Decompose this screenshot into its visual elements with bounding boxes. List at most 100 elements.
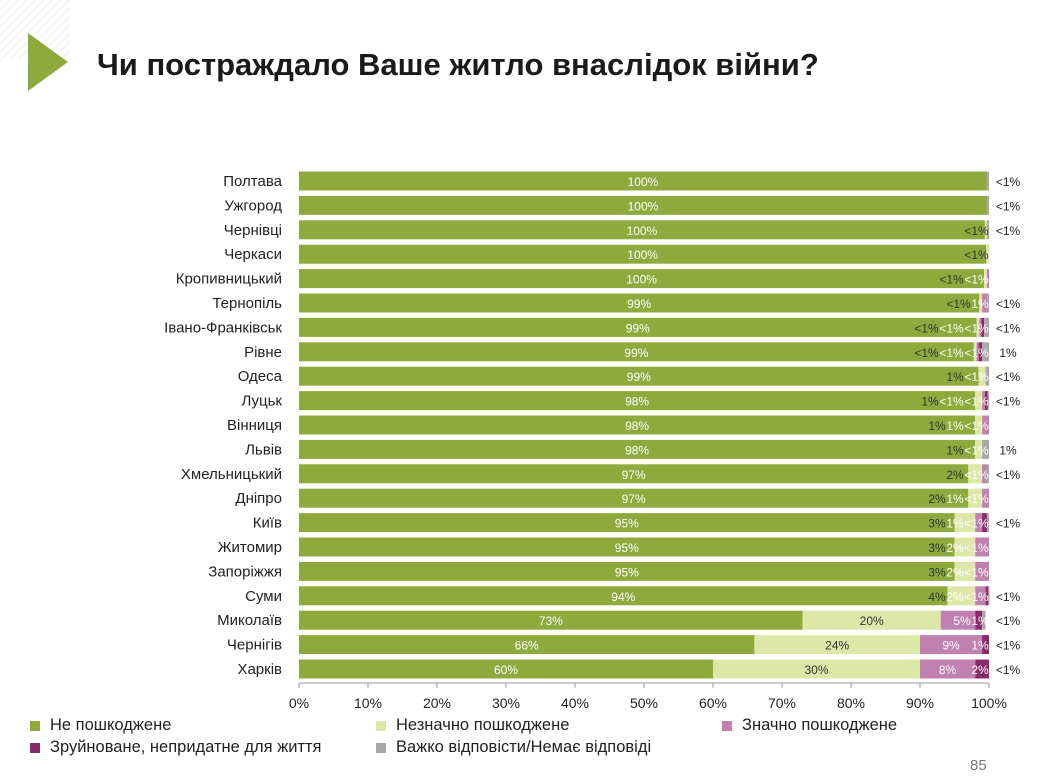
- value-label: 95%: [615, 565, 639, 579]
- bar-segment-1: [299, 195, 987, 215]
- value-label: 1%: [971, 614, 989, 628]
- bar-segment-1: [299, 659, 713, 679]
- bar-segment-1: [299, 391, 976, 411]
- bar-segment-1: [299, 439, 976, 459]
- bar-segment-2: [954, 561, 976, 581]
- bar-segment-5: [987, 391, 989, 411]
- category-label: Хмельницький: [181, 466, 282, 483]
- bar-segment-5: [988, 586, 990, 606]
- legend-item-significantly-damaged: Значно пошкоджене: [722, 716, 897, 735]
- page-title: Чи постраждало Ваше житло внаслідок війн…: [97, 47, 819, 82]
- value-label: <1%: [964, 565, 989, 579]
- value-label: 8%: [939, 663, 957, 677]
- bar-segment-3: [976, 342, 979, 362]
- legend-item-hard-to-say: Важко відповісти/Немає відповіді: [376, 738, 651, 757]
- bar-segment-3: [982, 391, 985, 411]
- value-label: 5%: [953, 614, 971, 628]
- value-label: 100%: [627, 248, 658, 262]
- bar-segment-2: [975, 415, 983, 435]
- bar-segment-4: [975, 659, 989, 679]
- value-label: 1%: [971, 297, 989, 311]
- outside-value-label: <1%: [996, 224, 1021, 238]
- value-label: 1%: [946, 517, 964, 531]
- bar-segment-1: [299, 513, 955, 533]
- bar-segment-1: [299, 366, 979, 386]
- bar-segment-5: [984, 317, 989, 337]
- value-label: 3%: [928, 517, 946, 531]
- bar-segment-5: [986, 464, 989, 484]
- bar-segment-5: [987, 293, 989, 313]
- value-label: <1%: [964, 419, 989, 433]
- value-label: 100%: [627, 224, 658, 238]
- value-label: <1%: [939, 395, 964, 409]
- category-label: Черкаси: [224, 246, 282, 263]
- value-label: <1%: [964, 273, 989, 287]
- legend-swatch: [30, 720, 40, 731]
- outside-value-label: <1%: [996, 517, 1021, 531]
- bar-segment-5: [982, 439, 989, 459]
- category-label: Житомир: [218, 539, 282, 556]
- value-label: <1%: [939, 321, 964, 335]
- category-label: Луцьк: [242, 393, 283, 410]
- outside-value-label: <1%: [996, 297, 1021, 311]
- value-label: <1%: [939, 346, 964, 360]
- bar-segment-1: [299, 244, 987, 264]
- value-label: 98%: [625, 395, 649, 409]
- bar-segment-2: [754, 635, 920, 655]
- bar-segment-3: [975, 586, 986, 606]
- bar-segment-1: [299, 293, 980, 313]
- outside-value-label: <1%: [996, 175, 1021, 189]
- bar-segment-3: [940, 610, 976, 630]
- outside-value-label: <1%: [996, 639, 1021, 653]
- value-label: 99%: [627, 297, 651, 311]
- value-label: <1%: [964, 248, 989, 262]
- x-tick-label: 30%: [492, 695, 520, 711]
- x-tick-label: 0%: [289, 695, 309, 711]
- value-label: 100%: [626, 273, 657, 287]
- x-tick-label: 10%: [354, 695, 382, 711]
- category-label: Київ: [253, 515, 282, 532]
- bar-segment-5: [982, 342, 989, 362]
- bar-segment-4: [978, 342, 983, 362]
- value-label: <1%: [964, 370, 989, 384]
- category-label: Тернопіль: [212, 295, 282, 312]
- category-label: Суми: [245, 588, 282, 605]
- value-label: 98%: [625, 419, 649, 433]
- value-label: <1%: [914, 346, 939, 360]
- value-label: 2%: [946, 565, 964, 579]
- value-label: 2%: [928, 492, 946, 506]
- bar-segment-4: [975, 610, 983, 630]
- value-label: 1%: [928, 419, 946, 433]
- category-label: Чернівці: [224, 222, 282, 239]
- legend-item-slightly-damaged: Незначно пошкоджене: [376, 716, 569, 735]
- category-label: Чернігів: [227, 637, 282, 654]
- category-label: Миколаїв: [217, 612, 282, 629]
- value-label: 94%: [611, 590, 635, 604]
- bar-segment-2: [954, 537, 976, 557]
- bar-segment-1: [299, 488, 969, 508]
- value-label: <1%: [964, 224, 989, 238]
- value-label: <1%: [964, 395, 989, 409]
- x-tick-label: 50%: [630, 695, 658, 711]
- x-tick-label: 80%: [837, 695, 865, 711]
- bar-segment-4: [985, 586, 989, 606]
- x-tick-label: 40%: [561, 695, 589, 711]
- x-tick-label: 60%: [699, 695, 727, 711]
- value-label: 2%: [946, 468, 964, 482]
- value-label: 1%: [921, 395, 939, 409]
- bar-segment-3: [979, 317, 982, 337]
- bar-segment-2: [976, 317, 980, 337]
- value-label: <1%: [964, 590, 989, 604]
- legend-swatch: [376, 742, 386, 753]
- value-label: 66%: [515, 639, 539, 653]
- x-tick-label: 20%: [423, 695, 451, 711]
- bar-segment-3: [982, 415, 989, 435]
- value-label: 1%: [946, 443, 964, 457]
- bar-segment-3: [920, 659, 976, 679]
- bar-segment-1: [299, 464, 969, 484]
- value-label: 9%: [942, 639, 960, 653]
- category-label: Одеса: [238, 368, 283, 385]
- bar-segment-2: [713, 659, 920, 679]
- bar-segment-3: [920, 635, 983, 655]
- bar-segment-5: [986, 195, 989, 215]
